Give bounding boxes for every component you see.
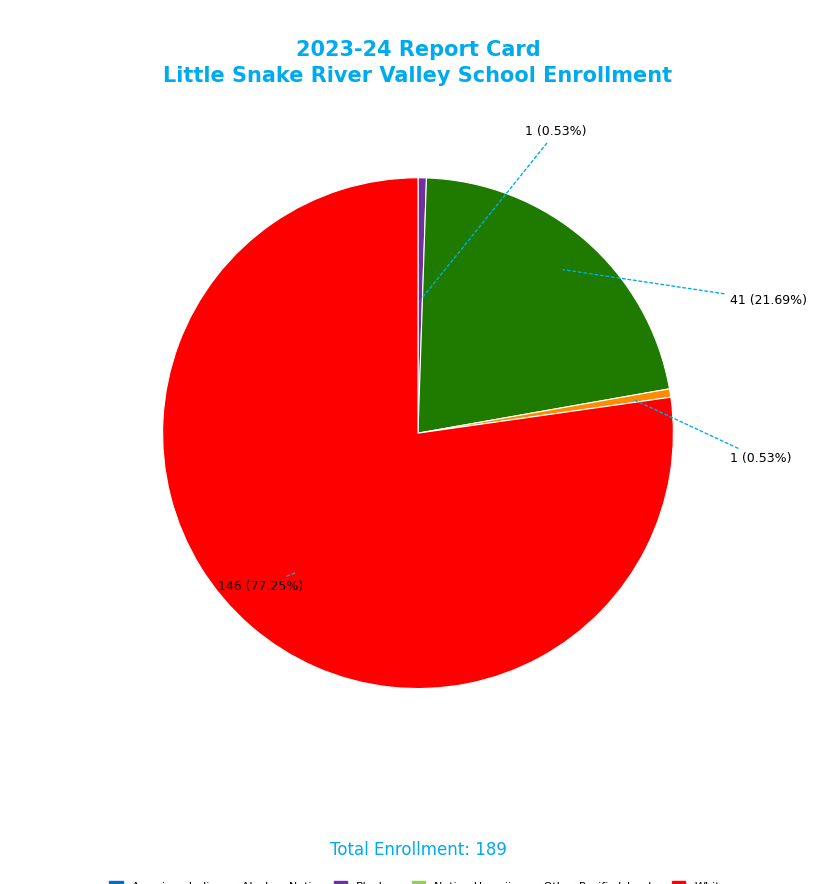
Wedge shape [418,178,670,433]
Legend: American Indian or Alaskan Native, Asian, Black, Hispanic, Native Hawaiian or Ot: American Indian or Alaskan Native, Asian… [110,880,726,884]
Text: 2023-24 Report Card: 2023-24 Report Card [296,40,540,60]
Text: 1 (0.53%): 1 (0.53%) [635,400,791,465]
Wedge shape [418,178,426,433]
Text: Little Snake River Valley School Enrollment: Little Snake River Valley School Enrollm… [163,66,673,87]
Text: 146 (77.25%): 146 (77.25%) [218,573,303,593]
Text: 41 (21.69%): 41 (21.69%) [563,270,807,307]
Wedge shape [163,178,673,689]
Text: 1 (0.53%): 1 (0.53%) [422,126,587,298]
Text: Total Enrollment: 189: Total Enrollment: 189 [329,842,507,859]
Wedge shape [418,389,670,433]
